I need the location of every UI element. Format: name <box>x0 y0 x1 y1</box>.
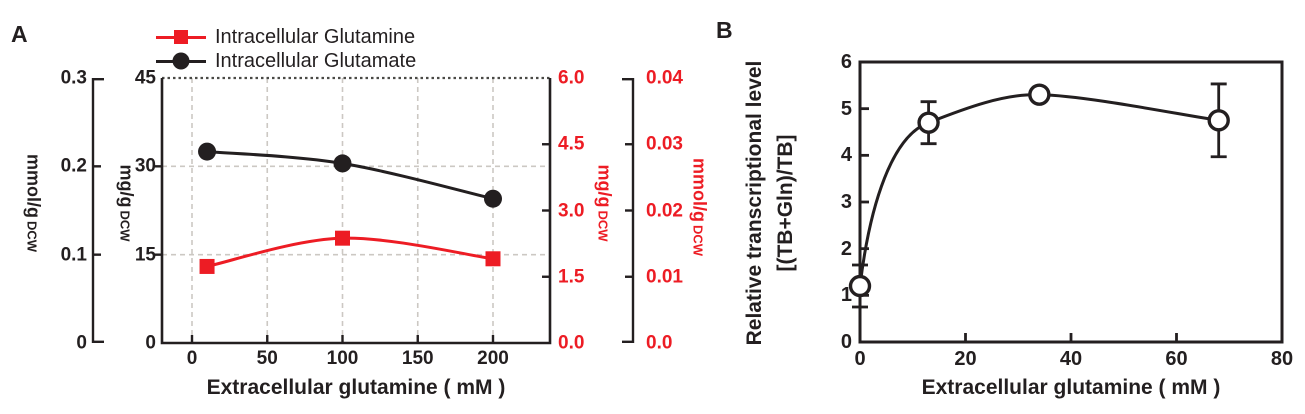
panel-a-inner-left-tick-label: 0 <box>145 332 156 354</box>
panel-a-outer-right-axis-title: mmol/g DCW <box>689 158 710 256</box>
panel-a-label: A <box>11 21 28 47</box>
glutamate-circle-marker-icon <box>156 51 206 71</box>
panel-b-y-tick-label: 2 <box>840 237 852 260</box>
panel-a-inner-right-tick-label: 3.0 <box>558 200 585 221</box>
panel-b-y-tick-label: 0 <box>840 331 852 353</box>
panel-a-x-axis-title: Extracellular glutamine ( mM ) <box>206 376 506 399</box>
panel-a-outer-right-tick-label: 0.01 <box>646 266 683 288</box>
panel-b-y-tick-label: 5 <box>840 97 852 120</box>
panel-a-inner-right-tick-label: 6.0 <box>558 67 585 89</box>
panel-a-x-tick-label: 200 <box>477 348 509 369</box>
panel-a-inner-right-tick-label: 0.0 <box>558 332 585 354</box>
legend-label-glutamine: Intracellular Glutamine <box>215 25 416 48</box>
legend-entry-intracellular-glutamate: Intracellular Glutamate <box>156 49 416 73</box>
legend-label-glutamate: Intracellular Glutamate <box>215 49 417 72</box>
panel-a-inner-left-tick-label: 15 <box>134 244 156 266</box>
panel-a-outer-right-tick-label: 0.0 <box>646 332 673 354</box>
panel-b-x-tick-label: 0 <box>854 348 866 370</box>
axis-title-sub: DCW <box>24 220 40 253</box>
axis-title-text: mg/g <box>594 164 615 208</box>
axis-title-text: mmol/g <box>23 153 44 218</box>
axis-title-text: mg/g <box>116 164 137 208</box>
panel-a-x-tick-label: 50 <box>256 348 278 369</box>
panel-b-x-tick-label: 40 <box>1059 348 1083 370</box>
panel-a-inner-left-axis-title: mg/g DCW <box>116 164 137 241</box>
panel-a-inner-left-tick-label: 30 <box>134 155 156 177</box>
panel-b-y-axis-title-line1: Relative transcriptional level <box>743 60 766 346</box>
panel-a-outer-left-tick-label: 0.3 <box>60 67 87 89</box>
panel-a-outer-left-axis-title: mmol/g DCW <box>23 154 44 252</box>
panel-a-inner-right-tick-label: 1.5 <box>558 266 585 288</box>
panel-a-outer-right-tick-label: 0.03 <box>646 133 683 155</box>
axis-title-sub: DCW <box>117 210 133 242</box>
panel-a-outer-left-tick-label: 0.1 <box>60 244 87 266</box>
panel-a-outer-left-tick-label: 0 <box>76 332 87 354</box>
panel-a-outer-left-tick-label: 0.2 <box>60 155 87 177</box>
panel-a-inner-right-axis-title: mg/g DCW <box>594 164 615 241</box>
panel-a-x-tick-label: 150 <box>401 348 434 369</box>
panel-a-inner-left-tick-label: 45 <box>134 67 156 89</box>
panel-b-y-tick-label: 6 <box>840 51 852 73</box>
legend-entry-intracellular-glutamine: Intracellular Glutamine <box>156 25 416 49</box>
axis-title-sub: DCW <box>595 210 611 242</box>
panel-b-y-axis-title-line2: [(TB+Gln)/TB] <box>774 134 797 272</box>
panel-a-x-tick-label: 100 <box>326 348 359 369</box>
panel-a-inner-right-tick-label: 4.5 <box>558 133 585 155</box>
panel-b-y-tick-label: 4 <box>840 144 852 167</box>
panel-b-x-tick-label: 60 <box>1165 348 1188 370</box>
panel-a-outer-right-tick-label: 0.04 <box>646 67 683 89</box>
axis-title-sub: DCW <box>690 224 706 257</box>
panel-b-x-tick-label: 20 <box>954 348 977 370</box>
glutamine-square-marker-icon <box>156 27 206 47</box>
panel-b-x-axis-title: Extracellular glutamine ( mM ) <box>921 376 1221 399</box>
panel-a-x-tick-label: 0 <box>186 348 198 369</box>
panel-b-label: B <box>716 17 733 43</box>
panel-b-x-tick-label: 80 <box>1270 348 1294 370</box>
panel-a-outer-right-tick-label: 0.02 <box>646 200 683 221</box>
panel-b-y-tick-label: 1 <box>840 284 852 307</box>
panel-a-legend: Intracellular Glutamine Intracellular Gl… <box>156 25 416 73</box>
axis-title-text: mmol/g <box>689 157 710 222</box>
panel-b-y-tick-label: 3 <box>840 191 852 213</box>
